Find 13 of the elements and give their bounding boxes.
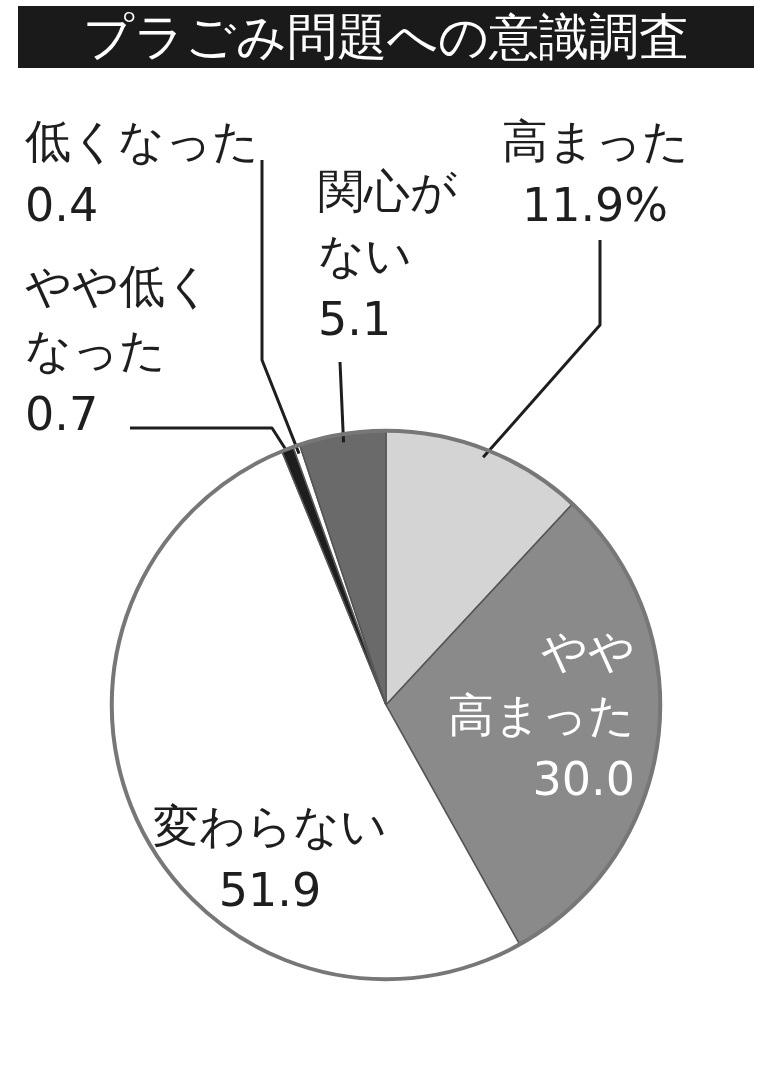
slice-label: やや高まった	[448, 623, 635, 742]
data-label: 11.9%	[521, 177, 669, 232]
data-label: 5.1	[318, 291, 392, 346]
slice-label: 変わらない	[153, 798, 387, 853]
data-label: 0.4	[25, 177, 99, 232]
data-label: 51.9	[218, 862, 322, 917]
slice-label: 関心がない	[318, 163, 457, 282]
slice-label: やや低くなった	[25, 258, 212, 377]
data-label: 0.7	[25, 386, 99, 441]
chart-title: プラごみ問題への意識調査	[18, 6, 754, 68]
slice-label: 低くなった	[25, 113, 259, 168]
slice-label: 高まった	[501, 113, 689, 168]
data-label: 30.0	[532, 751, 635, 806]
